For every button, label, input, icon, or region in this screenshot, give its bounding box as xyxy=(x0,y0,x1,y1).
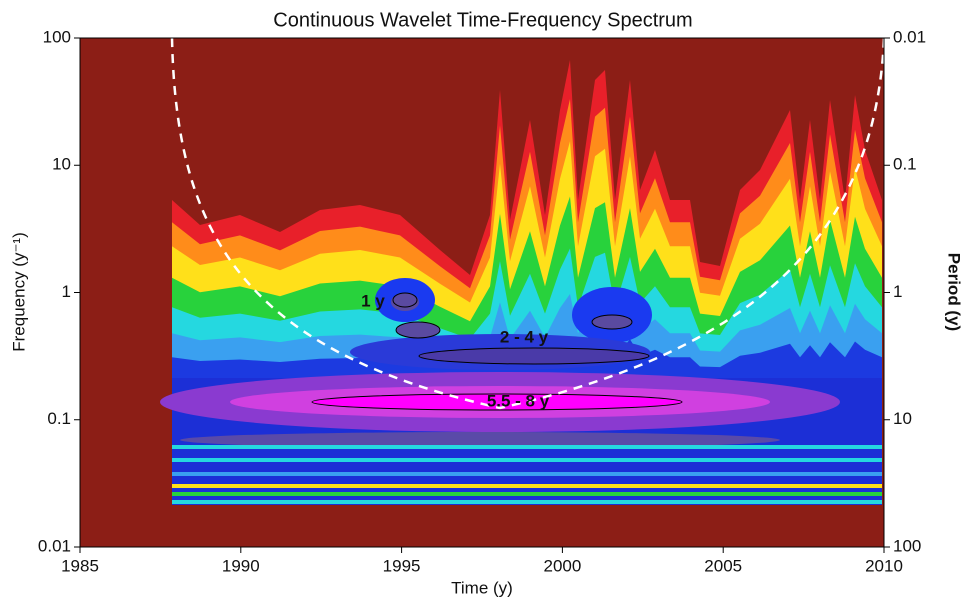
x-tick-label: 1995 xyxy=(383,556,421,575)
spectrum-stripe xyxy=(172,500,882,504)
spectrum-stripe xyxy=(172,445,882,449)
y-tick-label: 0.01 xyxy=(38,536,71,555)
x-tick-label: 1990 xyxy=(222,556,260,575)
contour xyxy=(311,393,683,411)
x-tick-label: 2010 xyxy=(865,556,903,575)
contour xyxy=(591,314,633,330)
contour xyxy=(418,347,650,365)
spectrum-blob xyxy=(592,315,632,329)
spectrum xyxy=(160,60,882,505)
y2-axis-label: Period (y) xyxy=(945,253,964,331)
contour xyxy=(395,321,441,339)
y2-tick-label: 10 xyxy=(893,409,912,428)
spectrum-stripe xyxy=(172,484,882,488)
y2-tick-label: 1 xyxy=(893,282,902,301)
spectrum-blob xyxy=(180,432,780,448)
annotation: 1 y xyxy=(361,291,385,310)
contour xyxy=(392,292,418,308)
spectrum-blob xyxy=(396,322,440,338)
spectrum-blob xyxy=(419,348,649,364)
y-tick-label: 100 xyxy=(43,27,71,46)
y2-tick-label: 100 xyxy=(893,536,921,555)
spectrum-blob xyxy=(312,394,682,410)
cone-of-influence xyxy=(170,37,886,410)
x-axis-label: Time (y) xyxy=(451,578,513,597)
y-tick-label: 0.1 xyxy=(47,409,71,428)
chart-title: Continuous Wavelet Time-Frequency Spectr… xyxy=(273,9,692,31)
annotation: 2 - 4 y xyxy=(500,327,549,346)
x-tick-label: 2005 xyxy=(704,556,742,575)
y-tick-label: 1 xyxy=(62,282,71,301)
spectrum-stripe xyxy=(172,492,882,496)
y2-tick-label: 0.01 xyxy=(893,27,926,46)
y2-tick-label: 0.1 xyxy=(893,155,917,174)
y-tick-label: 10 xyxy=(52,155,71,174)
y-axis-label: Frequency (y⁻¹) xyxy=(9,232,28,352)
annotation: 5.5 - 8 y xyxy=(487,391,550,410)
spectrum-stripe xyxy=(172,472,882,476)
spectrum-blob xyxy=(391,293,419,311)
spectrum-stripe xyxy=(172,458,882,462)
x-tick-label: 1985 xyxy=(61,556,99,575)
x-tick-label: 2000 xyxy=(543,556,581,575)
